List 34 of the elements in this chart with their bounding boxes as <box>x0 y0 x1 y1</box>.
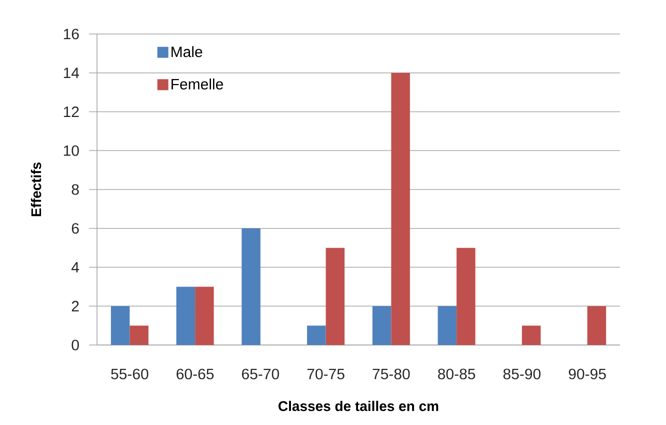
bar <box>522 326 541 345</box>
bar <box>176 286 196 345</box>
x-tick-label: 80-85 <box>438 368 476 380</box>
y-tick-label: 6 <box>72 223 79 234</box>
x-tick-label: 60-65 <box>176 368 214 380</box>
bar <box>110 306 130 345</box>
y-tick-label: 14 <box>64 68 80 78</box>
legend-label: Femelle <box>172 78 224 90</box>
bar <box>372 306 392 345</box>
bar <box>130 326 148 345</box>
x-axis-title: Classes de tailles en cm <box>278 400 438 412</box>
x-tick-label: 85-90 <box>503 368 541 380</box>
bar <box>391 72 410 345</box>
bar <box>587 306 606 345</box>
y-tick-label: 8 <box>72 184 79 195</box>
y-tick-label: 0 <box>72 340 79 350</box>
y-tick-label: 10 <box>64 145 79 156</box>
bar <box>242 228 260 345</box>
x-tick-label: 65-70 <box>242 368 280 380</box>
y-tick-label: 12 <box>64 106 79 117</box>
bar <box>438 306 457 345</box>
bar <box>456 248 476 345</box>
y-tick-label: 2 <box>72 300 79 312</box>
x-tick-label: 70-75 <box>307 368 344 380</box>
y-tick-label: 16 <box>64 28 79 40</box>
y-axis-title: Effectifs <box>30 162 42 216</box>
y-tick-label: 4 <box>71 262 80 272</box>
x-tick-label: 75-80 <box>372 368 410 380</box>
x-tick-label: 90-95 <box>568 368 606 380</box>
legend-label: Male <box>172 46 202 58</box>
bar <box>326 248 345 345</box>
x-tick-label: 55-60 <box>111 368 148 380</box>
bar <box>307 326 326 345</box>
bar <box>195 286 214 345</box>
